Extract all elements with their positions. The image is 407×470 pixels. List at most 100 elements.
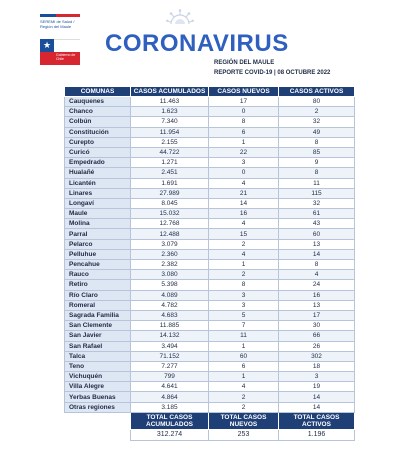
activos-cell: 30 bbox=[278, 320, 355, 332]
comuna-cell: Chanco bbox=[64, 106, 131, 118]
acumulados-cell: 2.451 bbox=[130, 167, 209, 179]
table-row: Molina 12.768 4 43 bbox=[64, 218, 355, 230]
total-activos-header: TOTAL CASOS ACTIVOS bbox=[278, 411, 355, 430]
total-nuevos-value: 253 bbox=[208, 428, 279, 441]
nuevos-cell: 0 bbox=[208, 106, 279, 118]
table-row: Maule 15.032 16 61 bbox=[64, 208, 355, 220]
acumulados-cell: 12.768 bbox=[130, 218, 209, 230]
comuna-cell: Curepto bbox=[64, 136, 131, 148]
activos-cell: 16 bbox=[278, 289, 355, 301]
virus-icon bbox=[166, 9, 194, 24]
table-row: Talca 71.152 60 302 bbox=[64, 350, 355, 362]
activos-cell: 14 bbox=[278, 391, 355, 403]
activos-cell: 80 bbox=[278, 95, 355, 108]
header-casos-activos: CASOS ACTIVOS bbox=[278, 86, 355, 97]
nuevos-cell: 5 bbox=[208, 309, 279, 322]
nuevos-cell: 4 bbox=[208, 218, 279, 230]
table-row: Río Claro 4.089 3 16 bbox=[64, 289, 355, 301]
nuevos-cell: 2 bbox=[208, 238, 279, 250]
table-row: San Rafael 3.494 1 26 bbox=[64, 340, 355, 352]
activos-cell: 4 bbox=[278, 269, 355, 281]
comuna-cell: Río Claro bbox=[64, 289, 131, 301]
acumulados-cell: 3.080 bbox=[130, 269, 209, 281]
page-title: CORONAVIRUS bbox=[105, 30, 289, 57]
table-row: Cauquenes 11.463 17 80 bbox=[64, 95, 355, 108]
table-row: Linares 27.989 21 115 bbox=[64, 187, 355, 199]
table-row: Otras regiones 3.185 2 14 bbox=[64, 401, 355, 413]
comuna-cell: Linares bbox=[64, 187, 131, 199]
nuevos-cell: 6 bbox=[208, 126, 279, 138]
comuna-cell: Licantén bbox=[64, 177, 131, 189]
nuevos-cell: 16 bbox=[208, 208, 279, 220]
table-row: San Clemente 11.885 7 30 bbox=[64, 320, 355, 332]
activos-cell: 61 bbox=[278, 208, 355, 220]
activos-cell: 302 bbox=[278, 350, 355, 362]
nuevos-cell: 1 bbox=[208, 258, 279, 271]
activos-cell: 32 bbox=[278, 116, 355, 128]
logo-ministry-text: SEREMI de Salud / Región del Maule bbox=[40, 19, 75, 29]
nuevos-cell: 11 bbox=[208, 330, 279, 342]
comuna-cell: Empedrado bbox=[64, 157, 131, 169]
comuna-cell: San Clemente bbox=[64, 320, 131, 332]
acumulados-cell: 1.691 bbox=[130, 177, 209, 189]
total-acumulados-value: 312.274 bbox=[130, 428, 209, 441]
header-casos-nuevos: CASOS NUEVOS bbox=[208, 86, 279, 97]
nuevos-cell: 3 bbox=[208, 299, 279, 311]
nuevos-cell: 0 bbox=[208, 167, 279, 179]
comuna-cell: Rauco bbox=[64, 269, 131, 281]
comuna-cell: Otras regiones bbox=[64, 401, 131, 413]
table-row: Constitución 11.954 6 49 bbox=[64, 126, 355, 138]
table-row: Rauco 3.080 2 4 bbox=[64, 269, 355, 281]
table-row: Vichuquén 799 1 3 bbox=[64, 371, 355, 383]
nuevos-cell: 4 bbox=[208, 381, 279, 393]
activos-cell: 8 bbox=[278, 167, 355, 179]
covid-cases-table: COMUNAS CASOS ACUMULADOS CASOS NUEVOS CA… bbox=[64, 86, 355, 441]
nuevos-cell: 60 bbox=[208, 350, 279, 362]
activos-cell: 8 bbox=[278, 258, 355, 271]
acumulados-cell: 5.398 bbox=[130, 279, 209, 291]
nuevos-cell: 6 bbox=[208, 360, 279, 373]
comuna-cell: Constitución bbox=[64, 126, 131, 138]
table-row: Sagrada Familia 4.683 5 17 bbox=[64, 309, 355, 322]
acumulados-cell: 7.277 bbox=[130, 360, 209, 373]
acumulados-cell: 3.185 bbox=[130, 401, 209, 413]
acumulados-cell: 2.382 bbox=[130, 258, 209, 271]
activos-cell: 60 bbox=[278, 228, 355, 240]
comuna-cell: Longaví bbox=[64, 197, 131, 210]
activos-cell: 115 bbox=[278, 187, 355, 199]
logo-government-text: Gobierno de Chile bbox=[56, 53, 76, 61]
comuna-cell: Pelluhue bbox=[64, 248, 131, 261]
acumulados-cell: 71.152 bbox=[130, 350, 209, 362]
nuevos-cell: 8 bbox=[208, 279, 279, 291]
logo-blue-bar bbox=[40, 14, 56, 17]
table-row: Yerbas Buenas 4.864 2 14 bbox=[64, 391, 355, 403]
nuevos-cell: 22 bbox=[208, 146, 279, 159]
acumulados-cell: 11.885 bbox=[130, 320, 209, 332]
activos-cell: 26 bbox=[278, 340, 355, 352]
nuevos-cell: 3 bbox=[208, 157, 279, 169]
table-header-row: COMUNAS CASOS ACUMULADOS CASOS NUEVOS CA… bbox=[64, 86, 355, 97]
totals-header-row: TOTAL CASOS ACUMULADOS TOTAL CASOS NUEVO… bbox=[64, 411, 355, 430]
comuna-cell: Talca bbox=[64, 350, 131, 362]
nuevos-cell: 7 bbox=[208, 320, 279, 332]
comuna-cell: Romeral bbox=[64, 299, 131, 311]
table-body: Cauquenes 11.463 17 80 Chanco 1.623 0 2 Colbún 7.… bbox=[64, 95, 355, 413]
nuevos-cell: 21 bbox=[208, 187, 279, 199]
activos-cell: 18 bbox=[278, 360, 355, 373]
acumulados-cell: 1.271 bbox=[130, 157, 209, 169]
acumulados-cell: 4.089 bbox=[130, 289, 209, 301]
acumulados-cell: 15.032 bbox=[130, 208, 209, 220]
activos-cell: 11 bbox=[278, 177, 355, 189]
acumulados-cell: 44.722 bbox=[130, 146, 209, 159]
logo-red-bar bbox=[56, 14, 80, 17]
table-row: Longaví 8.045 14 32 bbox=[64, 197, 355, 210]
activos-cell: 8 bbox=[278, 136, 355, 148]
nuevos-cell: 4 bbox=[208, 177, 279, 189]
table-row: Empedrado 1.271 3 9 bbox=[64, 157, 355, 169]
activos-cell: 17 bbox=[278, 309, 355, 322]
acumulados-cell: 12.488 bbox=[130, 228, 209, 240]
activos-cell: 14 bbox=[278, 401, 355, 413]
chile-flag-logo: ★ Gobierno de Chile bbox=[40, 39, 80, 65]
table-row: Retiro 5.398 8 24 bbox=[64, 279, 355, 291]
nuevos-cell: 14 bbox=[208, 197, 279, 210]
